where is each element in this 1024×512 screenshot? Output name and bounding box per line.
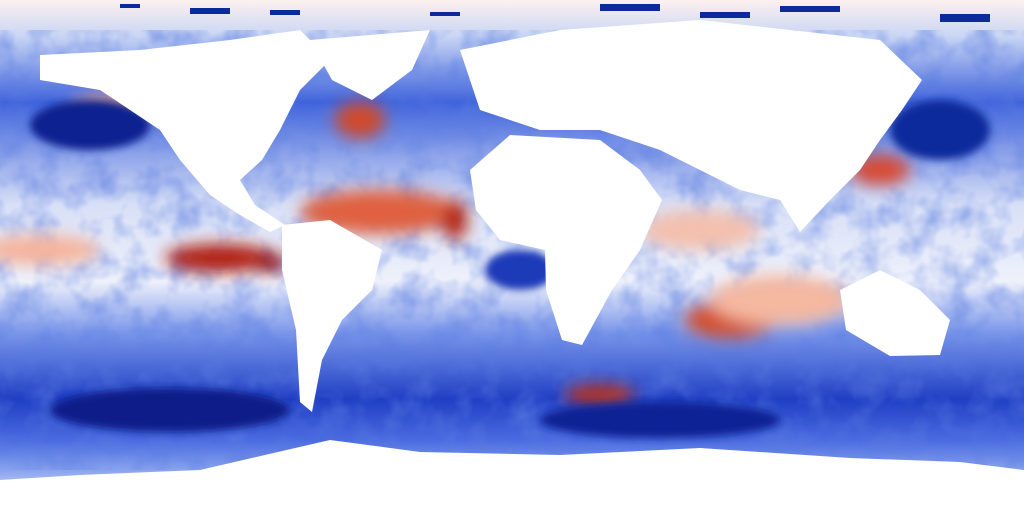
eurasia [460,20,922,232]
australia [840,270,950,356]
ice-edge [430,12,460,16]
ice-edge [120,4,140,8]
ice-edge [190,8,230,14]
ice-edge [780,6,840,12]
ice-edge [700,12,750,18]
antarctica [0,440,1024,512]
ice-edge [600,4,660,11]
ice-edge [270,10,300,15]
south-america [282,220,382,412]
north-america [40,30,330,232]
africa [470,135,662,345]
greenland [310,30,430,100]
land [0,20,1024,512]
cold-anomalies [30,100,990,438]
arctic-fragments [120,4,990,22]
ice-edge [940,14,990,22]
